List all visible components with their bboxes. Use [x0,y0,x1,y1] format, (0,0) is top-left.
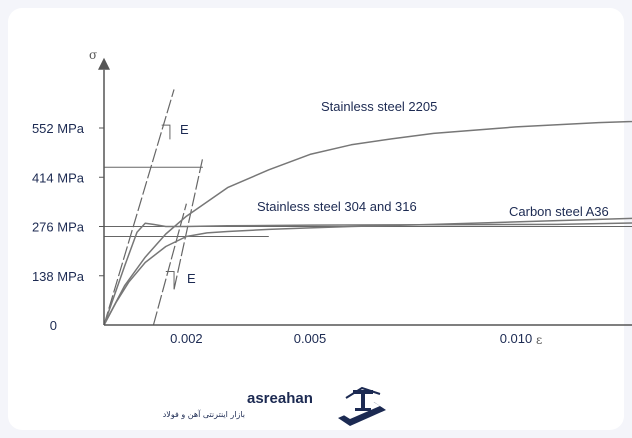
brand-name: asreahan [247,390,313,407]
series-line-carbon-a36 [103,222,632,326]
label-modulus-lower: E [187,271,196,286]
series-curves [103,120,632,326]
label-carbon-a36: Carbon steel A36 [509,204,609,219]
y-tick-label: 138 MPa [32,269,85,284]
offset-line-upper [173,157,204,290]
y-tick-label: 276 MPa [32,220,85,235]
x-tick-label: 0.002 [170,331,203,346]
x-axis-symbol: ε [536,333,542,347]
series-line-stainless-2205 [103,120,632,326]
label-stainless-2205: Stainless steel 2205 [321,99,437,114]
y-tick-label: 552 MPa [32,121,85,136]
slope-triangle-lower [165,270,175,290]
y-tick-label: 0 [50,318,57,333]
slope-triangle-upper [161,124,171,140]
brand-tagline: بازار اینترنتی آهن و فولاد [163,409,245,419]
brand-logo: asreahan بازار اینترنتی آهن و فولاد [163,386,386,426]
brand-icon [338,386,386,426]
modulus-line-upper [103,89,175,326]
axes [98,57,632,326]
x-tick-label: 0.005 [294,331,327,346]
x-tick-label: 0.010 [500,331,533,346]
label-modulus-upper: E [180,122,189,137]
y-axis-symbol: σ [89,48,97,62]
y-axis-arrow [98,57,110,70]
label-stainless-304-316: Stainless steel 304 and 316 [257,199,417,214]
series-line-stainless-304-316 [103,217,632,326]
offset-line-lower [152,203,187,326]
chart-card [8,8,624,430]
y-tick-label: 414 MPa [32,170,85,185]
